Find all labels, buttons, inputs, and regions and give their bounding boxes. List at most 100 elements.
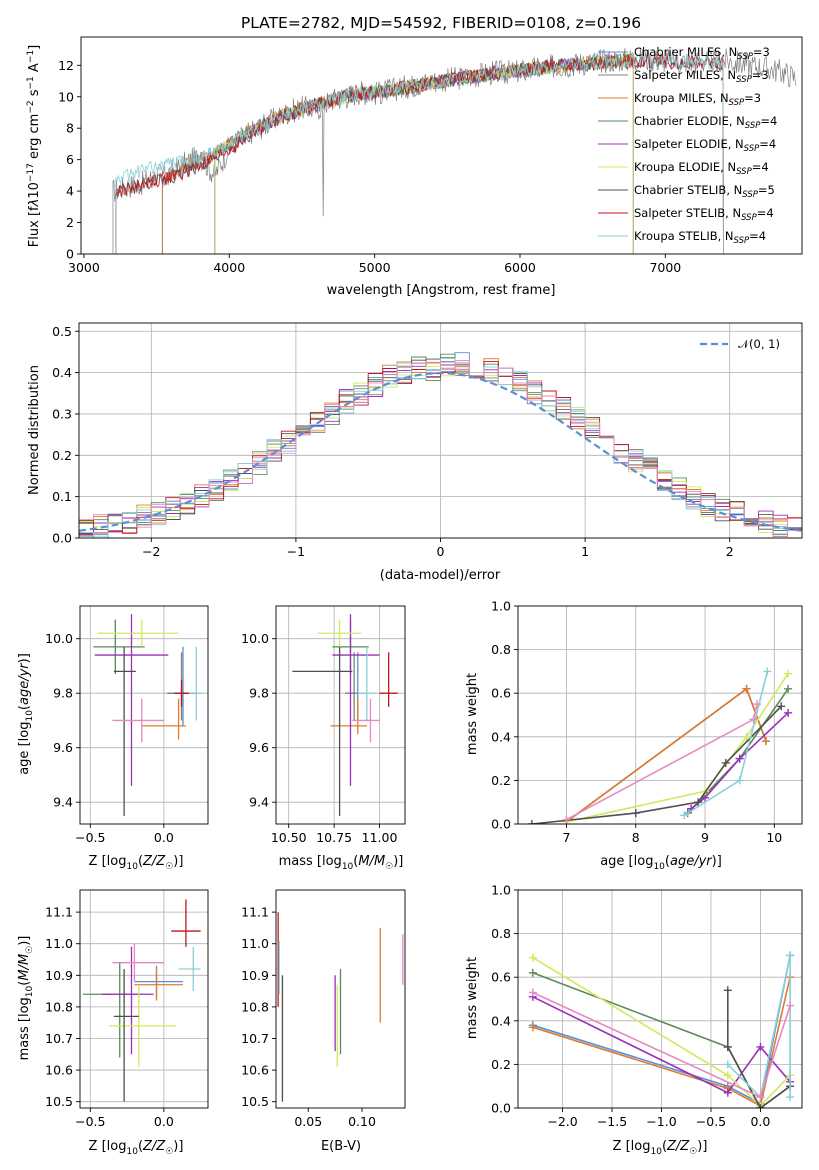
plus-marker bbox=[527, 820, 536, 824]
mw-z-ylabel: mass weight bbox=[465, 957, 480, 1039]
plus-marker bbox=[735, 754, 744, 763]
y-tick-label: 10.8 bbox=[241, 999, 269, 1014]
y-tick-label: 11.1 bbox=[241, 905, 269, 920]
data-point bbox=[178, 946, 201, 992]
y-tick-label: 0.8 bbox=[491, 642, 511, 657]
x-tick-label: 10.75 bbox=[316, 830, 352, 845]
x-tick-label: −0.5 bbox=[75, 1114, 105, 1129]
y-tick-label: 11.0 bbox=[241, 936, 269, 951]
legend-sub: SSP bbox=[742, 190, 758, 200]
y-tick-label: 11.0 bbox=[45, 936, 73, 951]
plot-area bbox=[80, 606, 208, 824]
legend-sub: SSP bbox=[744, 144, 760, 154]
y-tick-label: 0.6 bbox=[491, 686, 511, 701]
plus-marker bbox=[777, 702, 786, 711]
data-point bbox=[113, 646, 136, 816]
plot-area bbox=[277, 912, 404, 1102]
data-point bbox=[330, 698, 367, 735]
y-tick-label: 0.0 bbox=[491, 1101, 511, 1116]
data-point bbox=[292, 646, 353, 816]
y-tick-label: 6 bbox=[66, 152, 74, 167]
data-point bbox=[317, 619, 362, 647]
plus-marker bbox=[723, 986, 732, 995]
y-tick-label: 0.2 bbox=[491, 1057, 511, 1072]
legend-label: Chabrier MILES, NSSP=3 bbox=[634, 45, 770, 62]
legend-sub: SSP bbox=[737, 52, 753, 62]
x-tick-label: 2 bbox=[726, 544, 734, 559]
legend-sub: SSP bbox=[736, 75, 752, 85]
plus-marker bbox=[761, 737, 770, 746]
legend-count: =4 bbox=[752, 160, 769, 174]
plus-marker bbox=[786, 951, 795, 960]
y-tick-label: 0.1 bbox=[52, 489, 72, 504]
data-point bbox=[379, 652, 398, 707]
y-tick-label: 10.7 bbox=[241, 1031, 269, 1046]
y-tick-label: 0.2 bbox=[491, 773, 511, 788]
mass-ebv-xlabel: E(B-V) bbox=[321, 1139, 361, 1154]
x-tick-label: 0.0 bbox=[154, 830, 174, 845]
x-tick-label: −1.5 bbox=[597, 1114, 627, 1129]
spectrum-ylabel: Flux [fλ10−17 erg cm−2 s−1 A−1] bbox=[26, 45, 42, 247]
y-tick-label: 10.5 bbox=[241, 1094, 269, 1109]
plot-area bbox=[276, 606, 405, 824]
axes-frame bbox=[275, 605, 406, 825]
legend-count: =3 bbox=[753, 45, 770, 59]
x-tick-label: 11.00 bbox=[362, 830, 398, 845]
y-tick-label: 9.6 bbox=[249, 740, 269, 755]
y-tick-label: 10.9 bbox=[45, 968, 73, 983]
y-tick-label: 1.0 bbox=[491, 883, 511, 898]
x-tick-label: 10 bbox=[766, 830, 782, 845]
x-tick-label: 8 bbox=[632, 830, 640, 845]
x-tick-label: 0.05 bbox=[294, 1114, 322, 1129]
plot-area bbox=[79, 323, 802, 539]
gaussian-curve bbox=[79, 371, 802, 532]
mw-z-xlabel: Z [log10(Z/Z☉)] bbox=[613, 1139, 708, 1157]
data-point bbox=[188, 646, 204, 721]
age-z-ylabel: age [log10(age/yr)] bbox=[17, 653, 35, 775]
plus-marker bbox=[786, 1001, 795, 1010]
plus-marker bbox=[631, 809, 640, 818]
y-tick-label: 4 bbox=[66, 184, 74, 199]
x-tick-label: 9 bbox=[701, 830, 709, 845]
y-tick-label: 9.8 bbox=[53, 686, 73, 701]
axes-frame bbox=[79, 605, 209, 825]
y-tick-label: 0.5 bbox=[52, 324, 72, 339]
histogram-legend: 𝒩(0, 1) bbox=[700, 337, 780, 351]
legend-sub: SSP bbox=[734, 236, 750, 246]
mass-weight-line bbox=[532, 977, 791, 1107]
y-tick-label: 10.0 bbox=[45, 631, 73, 646]
plus-marker bbox=[784, 669, 793, 678]
age-z-xlabel: Z [log10(Z/Z☉)] bbox=[89, 854, 184, 872]
x-tick-label: 0.0 bbox=[154, 1114, 174, 1129]
x-tick-label: 10.50 bbox=[271, 830, 307, 845]
data-point bbox=[112, 943, 164, 982]
y-tick-label: 9.4 bbox=[249, 795, 269, 810]
legend-label: Salpeter MILES, NSSP=3 bbox=[634, 68, 769, 85]
mass-vs-ebv-panel: E(B-V) 0.05 0.10 10.5 10.6 10.7 10.8 10.9 11.0 1… bbox=[241, 889, 406, 1154]
series-layer bbox=[277, 912, 404, 1102]
mass-z-ylabel: mass [log10(M/M☉)] bbox=[17, 936, 35, 1061]
legend-sub: SSP bbox=[736, 167, 752, 177]
y-tick-label: 0.4 bbox=[491, 729, 511, 744]
plus-marker bbox=[749, 715, 758, 724]
axes-frame bbox=[517, 889, 803, 1109]
legend-sub: SSP bbox=[745, 121, 761, 131]
x-tick-label: 0.0 bbox=[750, 1114, 770, 1129]
axes-frame bbox=[80, 36, 803, 255]
plus-marker bbox=[562, 815, 571, 824]
data-point bbox=[94, 614, 169, 786]
x-tick-label: 7000 bbox=[649, 260, 681, 275]
legend-count: =3 bbox=[752, 68, 769, 82]
y-tick-label: 10.8 bbox=[45, 999, 73, 1014]
legend-count: =4 bbox=[757, 206, 774, 220]
legend-label: Chabrier STELIB, NSSP=5 bbox=[634, 183, 775, 200]
plus-marker bbox=[784, 684, 793, 693]
legend-count: =4 bbox=[749, 229, 766, 243]
x-tick-label: −0.5 bbox=[696, 1114, 726, 1129]
x-tick-label: 1 bbox=[581, 544, 589, 559]
mass-weight-line bbox=[727, 990, 791, 1108]
x-tick-label: 6000 bbox=[504, 260, 536, 275]
y-tick-label: 0.0 bbox=[52, 531, 72, 546]
plus-marker bbox=[784, 708, 793, 717]
